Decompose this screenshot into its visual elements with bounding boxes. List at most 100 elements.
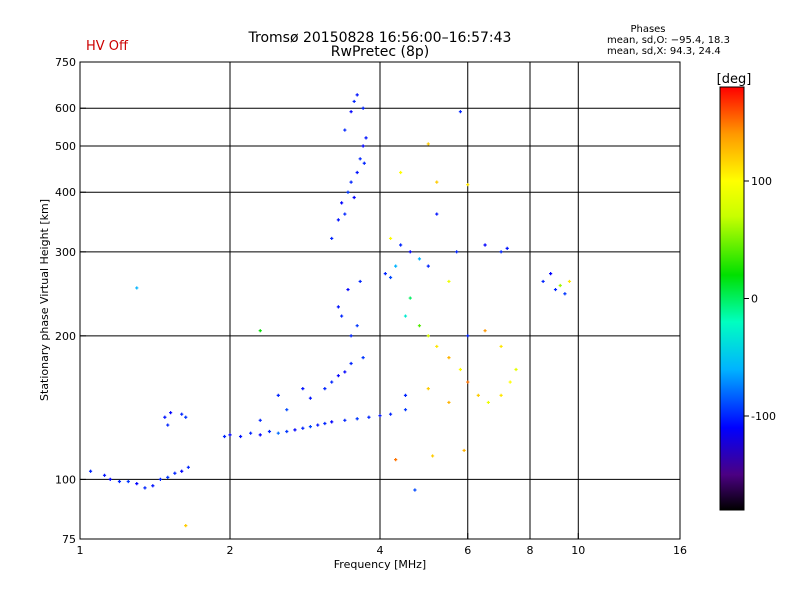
data-point [383,272,387,276]
data-point [343,212,347,216]
colorbar-tick-label: -100 [751,410,776,423]
data-point [358,157,362,161]
data-points [88,93,572,528]
data-point [399,170,403,175]
data-point [403,408,408,412]
data-point [135,481,139,486]
data-point [426,142,430,146]
data-point [394,458,398,462]
data-point [558,283,562,288]
data-point [364,136,368,140]
data-point [349,361,353,366]
data-point [276,393,280,398]
data-point [184,524,188,528]
data-point [417,324,422,328]
data-point [336,218,340,222]
data-point [143,486,147,490]
data-point [102,473,107,477]
data-point [267,429,272,434]
data-point [186,465,190,469]
data-point [180,412,184,416]
data-point [343,418,347,422]
data-point [163,415,167,419]
data-point [301,387,305,391]
data-point [349,110,353,114]
phase-stats-title: Phases [630,24,665,35]
data-point [417,257,422,261]
data-point [447,400,451,405]
data-point [408,250,412,254]
data-point [308,425,313,429]
data-point [346,287,350,292]
chart-title: Tromsø 20150828 16:56:00–16:57:43 [248,30,512,46]
data-point [514,367,518,372]
phase-stats-o: mean, sd,O: −95.4, 18.3 [607,35,730,46]
data-point [358,279,362,284]
data-point [158,477,163,482]
phase-stats-x: mean, sd,X: 94.3, 24.4 [607,46,721,57]
data-point [323,387,327,391]
data-point [88,469,93,473]
data-point [435,344,439,349]
data-point [151,484,155,488]
data-point [466,380,470,384]
y-tick-label: 200 [55,330,76,343]
data-point [508,380,512,384]
data-point [330,420,334,424]
data-point [399,243,403,247]
data-point [184,415,188,419]
data-point [394,264,398,268]
data-point [466,334,470,338]
y-tick-label: 75 [62,533,76,546]
y-tick-label: 600 [55,102,76,115]
data-point [238,434,243,439]
colorbar-tick-label: 0 [751,293,758,306]
y-tick-label: 500 [55,140,76,153]
data-point [378,414,382,418]
data-point [476,393,480,398]
data-point [505,246,509,250]
data-point [249,431,253,435]
x-tick-label: 8 [527,544,534,557]
data-point [258,418,262,422]
data-point [117,479,122,484]
data-point [483,329,487,333]
data-point [166,423,170,427]
data-point [108,477,112,482]
data-point [388,412,393,416]
data-point [362,161,366,165]
data-point [285,429,289,434]
plot-area: 1 2 4 6 8 10 16 75 100 200 300 400 500 600 750 [55,56,687,557]
data-point [126,479,130,484]
data-point [169,411,173,415]
data-point [276,431,280,435]
data-point [352,99,356,104]
data-point [499,344,503,349]
x-tick-label: 1 [77,544,84,557]
x-tick-label: 2 [227,544,234,557]
data-point [549,272,553,276]
data-point [343,370,347,374]
data-point [336,305,340,309]
data-point [258,329,262,333]
data-point [222,434,227,439]
colorbar-label: [deg] [717,72,752,87]
data-point [343,128,347,132]
x-tick-label: 16 [673,544,687,557]
colorbar-ticks: 100 0 -100 [744,175,776,423]
data-point [553,287,558,292]
data-point [135,286,139,290]
data-point [430,454,435,458]
data-point [355,417,359,421]
chart-subtitle: RwPretec (8p) [331,44,429,60]
data-point [349,180,353,184]
data-point [455,250,459,254]
x-tick-label: 6 [464,544,471,557]
colorbar-tick-label: 100 [751,175,772,188]
data-point [330,380,334,384]
data-point [258,433,262,437]
data-point [567,279,572,284]
data-point [483,243,487,247]
axis-ticks: 1 2 4 6 8 10 16 75 100 200 300 400 500 600 750 [55,56,687,557]
colorbar [719,86,745,511]
